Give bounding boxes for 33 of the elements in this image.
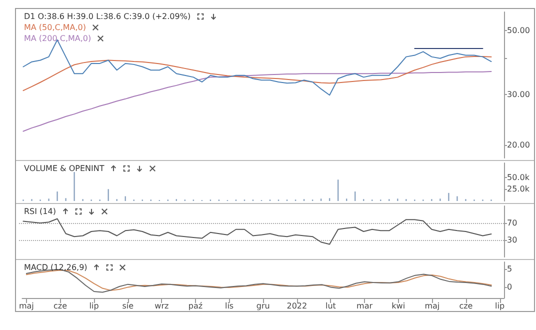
x-tick-label: wrz xyxy=(154,302,169,310)
x-tick-label: gru xyxy=(256,302,270,310)
x-tick-label: 2022 xyxy=(286,302,308,310)
y-tick-label: 70 xyxy=(507,218,518,228)
y-tick-label: 25.0k xyxy=(507,184,530,194)
y-tick-label: 50.00 xyxy=(507,26,530,36)
text: MA (50,C,MA,0) xyxy=(24,23,86,32)
x-tick-label: cze xyxy=(53,302,68,310)
x-tick-label: cze xyxy=(459,302,473,310)
y-tick-label: 0 xyxy=(507,282,512,292)
y-tick-label: 30.00 xyxy=(507,90,530,99)
x-tick-label: maj xyxy=(18,302,34,310)
y-tick-label: 30 xyxy=(507,236,518,244)
x-tick-label: mar xyxy=(356,302,374,310)
line-series xyxy=(22,218,492,245)
line-series xyxy=(22,56,492,92)
y-tick-label: 20.00 xyxy=(507,140,530,150)
x-tick-label: paź xyxy=(188,302,203,310)
text: MA (200,C,MA,0) xyxy=(24,34,92,43)
x-tick-label: maj xyxy=(424,302,440,310)
chart-title: VOLUME & OPENINT xyxy=(24,164,104,173)
chart-title: RSI (14) xyxy=(24,207,56,216)
x-tick-label: lis xyxy=(224,302,234,310)
chart-title: MACD (12,26,9) xyxy=(24,263,88,272)
line-series xyxy=(22,71,492,132)
y-tick-label: 5 xyxy=(507,264,512,274)
x-tick-label: lip xyxy=(495,302,505,310)
x-tick-label: lut xyxy=(326,302,336,310)
chart-title: D1 O:38.6 H:39.0 L:38.6 C:39.0 (+2.09%) xyxy=(24,12,191,21)
x-tick-label: sie xyxy=(122,302,134,310)
x-tick-label: kwi xyxy=(392,302,406,310)
y-tick-label: 50.0k xyxy=(507,172,530,182)
x-tick-label: lip xyxy=(89,302,99,310)
